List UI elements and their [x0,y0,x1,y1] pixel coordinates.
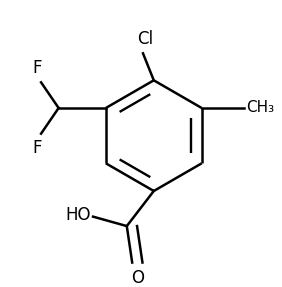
Text: F: F [32,139,42,157]
Text: O: O [131,269,144,287]
Text: F: F [32,59,42,77]
Text: CH₃: CH₃ [246,100,274,115]
Text: HO: HO [65,206,91,224]
Text: Cl: Cl [138,30,154,48]
